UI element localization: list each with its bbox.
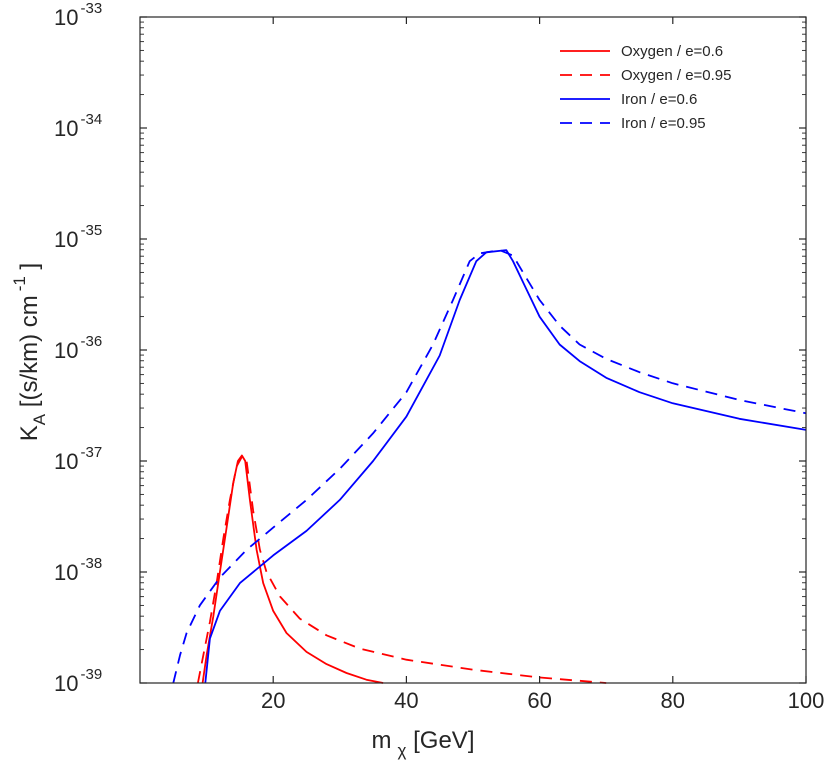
x-tick-label-100: 100 [788, 688, 825, 713]
y-tick-label-1: 10 -38 [54, 555, 102, 585]
legend: Oxygen / e=0.6 Oxygen / e=0.95 Iron / e=… [560, 43, 732, 132]
x-tick-label-20: 20 [261, 688, 285, 713]
tick-label-layer: 20 40 60 80 100 10 -39 10 -38 10 -37 10 -36 10 -35 10 -3… [54, 0, 824, 713]
y-tick-label-2: 10 -37 [54, 444, 102, 474]
axes-layer [139, 16, 807, 684]
series-line-2 [204, 249, 807, 684]
series-layer [172, 249, 807, 684]
y-tick-label-0: 10 -39 [54, 666, 102, 696]
legend-label-oxygen-e06: Oxygen / e=0.6 [621, 43, 723, 60]
y-tick-label-6: 10 -33 [54, 0, 102, 30]
legend-entry-oxygen-e06: Oxygen / e=0.6 [560, 43, 723, 60]
y-tick-label-4: 10 -35 [54, 222, 102, 252]
y-axis-title: KA [(s/km) cm-1 ] [10, 263, 49, 441]
legend-label-iron-e095: Iron / e=0.95 [621, 115, 706, 132]
legend-entry-oxygen-e095: Oxygen / e=0.95 [560, 67, 732, 84]
legend-label-iron-e06: Iron / e=0.6 [621, 91, 697, 108]
legend-entry-iron-e095: Iron / e=0.95 [560, 115, 706, 132]
series-line-3 [172, 249, 807, 684]
x-tick-label-60: 60 [527, 688, 551, 713]
series-line-0 [201, 454, 384, 684]
legend-label-oxygen-e095: Oxygen / e=0.95 [621, 67, 732, 84]
legend-entry-iron-e06: Iron / e=0.6 [560, 91, 697, 108]
y-tick-label-3: 10 -36 [54, 333, 102, 363]
x-tick-label-40: 40 [394, 688, 418, 713]
y-tick-label-5: 10 -34 [54, 111, 102, 141]
series-line-1 [197, 454, 607, 684]
x-tick-label-80: 80 [661, 688, 685, 713]
